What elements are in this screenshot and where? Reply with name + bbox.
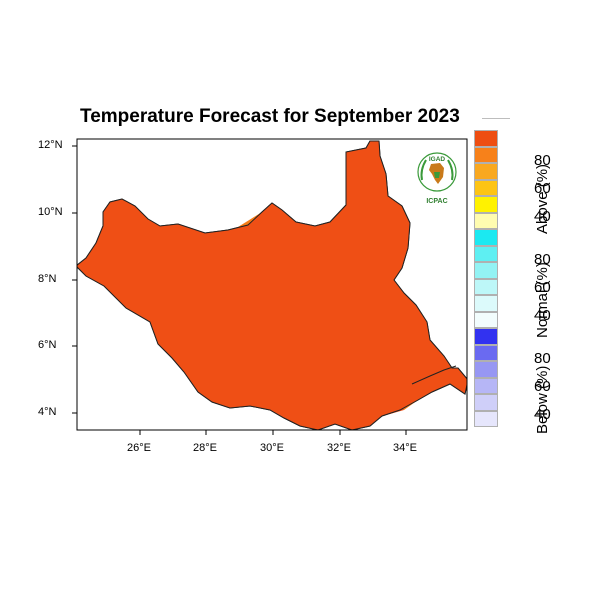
lat-label-6: 6°N [38, 339, 57, 351]
lat-label-8: 8°N [38, 273, 57, 285]
legend-normal-40: 40 [534, 307, 551, 324]
legend-swatch-above-1 [474, 146, 498, 163]
legend-swatch-above-2 [474, 163, 498, 180]
lat-label-4: 4°N [38, 406, 57, 418]
legend-below-label: Below (%) [534, 365, 551, 434]
legend-swatch-normal-0 [474, 229, 498, 246]
legend-swatch-above-5 [474, 212, 498, 229]
legend-above-40: 40 [534, 208, 551, 225]
legend-swatch-below-3 [474, 377, 498, 394]
legend-swatch-normal-3 [474, 278, 498, 295]
border-line [411, 365, 457, 385]
legend-above-80: 80 [534, 152, 551, 169]
legend-normal-60: 60 [534, 279, 551, 296]
legend-below-60: 60 [534, 378, 551, 395]
legend-normal-80: 80 [534, 251, 551, 268]
lon-label-26: 26°E [127, 442, 151, 454]
legend-colorbar [474, 130, 498, 427]
map-title: Temperature Forecast for September 2023 [80, 106, 460, 127]
title-rule [482, 118, 510, 119]
lon-label-34: 34°E [393, 442, 417, 454]
map-frame [76, 138, 468, 431]
legend-swatch-below-0 [474, 328, 498, 345]
legend-swatch-above-0 [474, 130, 498, 147]
logo-top-text: IGAD [429, 156, 446, 163]
legend-swatch-below-4 [474, 394, 498, 411]
legend-below-80: 80 [534, 350, 551, 367]
legend-swatch-normal-2 [474, 262, 498, 279]
legend-swatch-below-1 [474, 344, 498, 361]
lat-label-12: 12°N [38, 139, 63, 151]
legend-swatch-normal-5 [474, 311, 498, 328]
lon-label-28: 28°E [193, 442, 217, 454]
icpac-laurel-africa-icon: IGAD ICPAC [417, 152, 457, 205]
lon-label-30: 30°E [260, 442, 284, 454]
lon-label-32: 32°E [327, 442, 351, 454]
legend-swatch-below-5 [474, 410, 498, 427]
lat-label-10: 10°N [38, 206, 63, 218]
legend-swatch-above-4 [474, 196, 498, 213]
legend-swatch-normal-1 [474, 245, 498, 262]
legend-swatch-normal-4 [474, 295, 498, 312]
legend-above-60: 60 [534, 180, 551, 197]
lon-ticks [139, 430, 407, 435]
legend-swatch-above-3 [474, 179, 498, 196]
legend-below-40: 40 [534, 406, 551, 423]
legend-normal-label: Normal (%) [534, 262, 551, 338]
logo-bottom-text: ICPAC [426, 198, 447, 205]
legend-swatch-below-2 [474, 361, 498, 378]
legend-above-label: Above (%) [534, 163, 551, 234]
lat-ticks [72, 145, 77, 414]
